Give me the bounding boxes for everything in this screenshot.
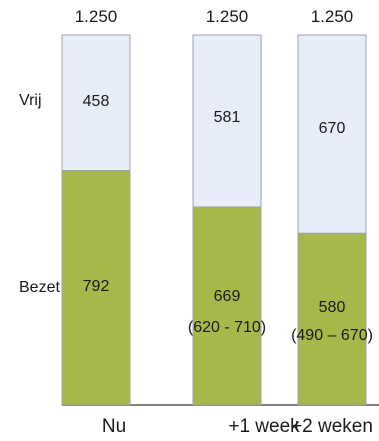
category-label-1: +1 week <box>228 416 300 437</box>
total-label-0: 1.250 <box>75 7 118 26</box>
free-value-label-1: 581 <box>214 109 241 126</box>
occupied-value-label-0: 792 <box>83 278 110 295</box>
bar-occupied-2 <box>297 232 367 406</box>
bar-occupied-1 <box>192 206 262 406</box>
free-value-label-2: 670 <box>319 120 346 137</box>
category-label-0: Nu <box>102 416 126 437</box>
range-label-1: (620 - 710) <box>188 319 266 336</box>
occupied-value-label-1: 669 <box>214 288 241 305</box>
total-label-1: 1.250 <box>206 7 249 26</box>
row-label-bezet: Bezet <box>19 279 60 296</box>
total-label-2: 1.250 <box>311 7 354 26</box>
bar-free-2 <box>297 34 367 234</box>
bar-occupied-0 <box>61 170 131 406</box>
row-label-vrij: Vrij <box>19 92 42 109</box>
occupied-value-label-2: 580 <box>319 299 346 316</box>
bars-group: 1.250 458 792 Nu 1.250 581 669 (620 - 710) +1 we… <box>61 7 373 437</box>
free-value-label-0: 458 <box>83 93 110 110</box>
category-label-2: +2 weken <box>291 416 373 437</box>
range-label-2: (490 – 670) <box>291 327 373 344</box>
